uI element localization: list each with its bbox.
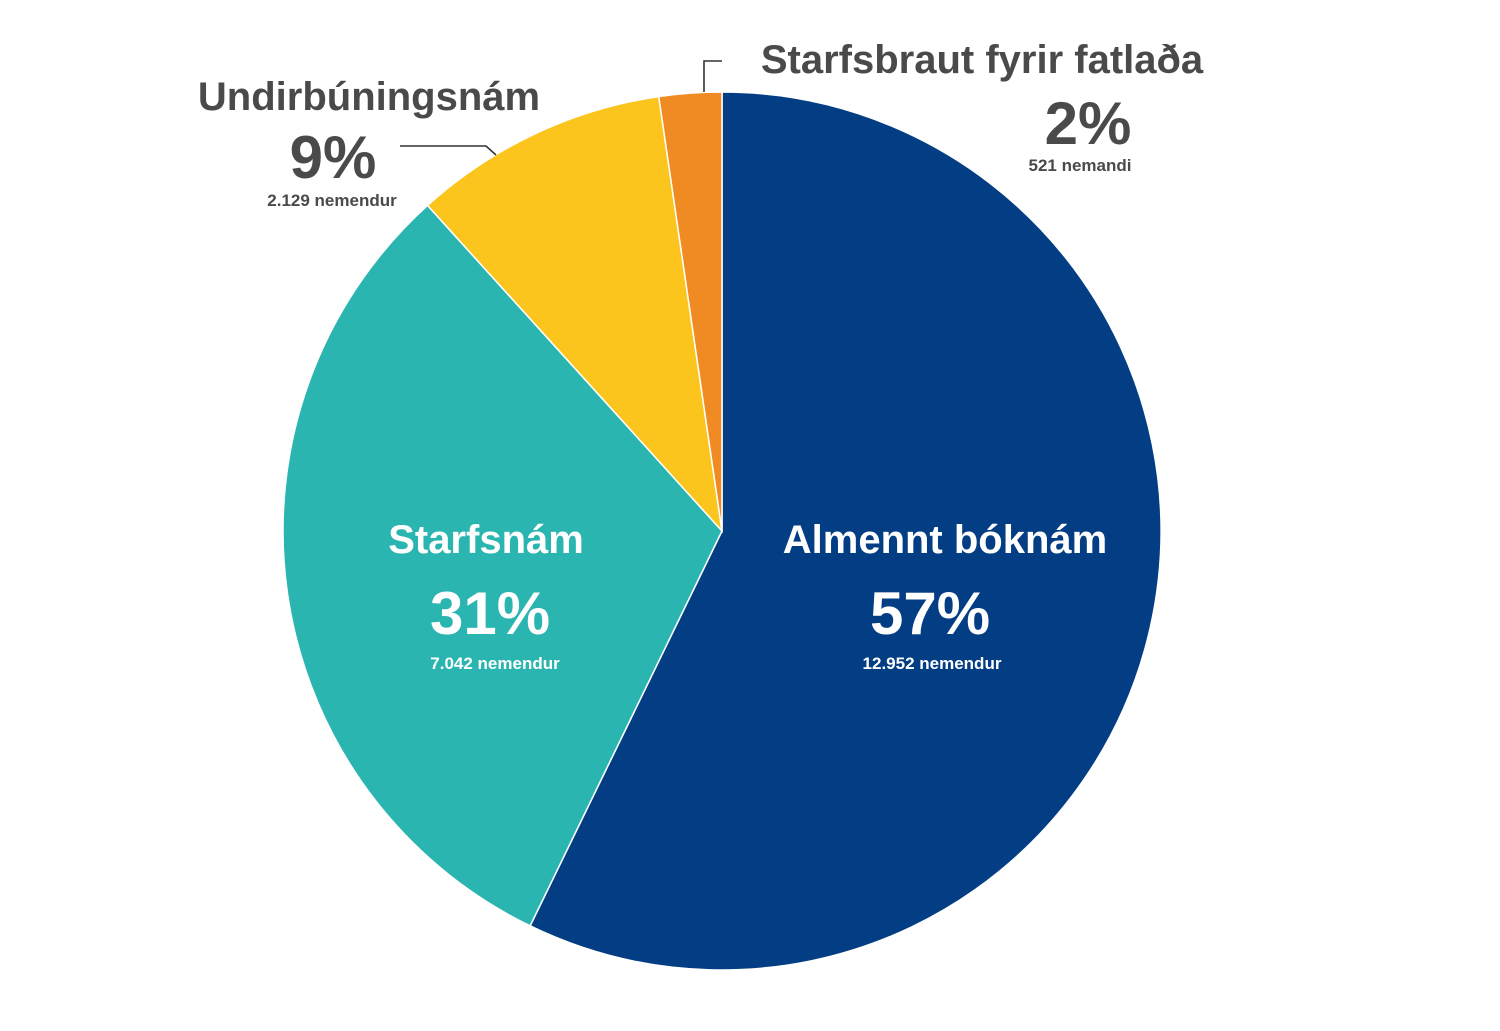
label-undirbuningsnam: Undirbúningsnám 9% 2.129 nemendur — [198, 75, 540, 210]
slice-name-label: Starfsnám — [388, 518, 584, 562]
slice-percent-label: 31% — [430, 580, 550, 647]
slice-count-label: 521 nemandi — [1029, 156, 1132, 175]
pie-slice-1 — [282, 204, 723, 927]
slice-percent-label: 9% — [290, 124, 377, 191]
label-almennt-boknam: Almennt bóknám 57% 12.952 nemendur — [783, 518, 1107, 673]
leader-line-undirbuningsnam — [400, 145, 497, 156]
slice-name-label: Starfsbraut fyrir fatlaða — [761, 38, 1204, 82]
label-starfsbraut-fyrir-fatlada: Starfsbraut fyrir fatlaða 2% 521 nemandi — [761, 38, 1204, 175]
slice-count-label: 2.129 nemendur — [267, 191, 397, 210]
slice-count-label: 7.042 nemendur — [430, 654, 560, 673]
slice-count-label: 12.952 nemendur — [863, 654, 1002, 673]
pie-slices — [282, 91, 1162, 971]
leader-line-starfsbraut — [703, 60, 722, 92]
slice-name-label: Undirbúningsnám — [198, 75, 540, 119]
slice-percent-label: 2% — [1045, 90, 1132, 157]
pie-slice-2 — [426, 95, 724, 534]
slice-name-label: Almennt bóknám — [783, 518, 1107, 562]
label-starfsnam: Starfsnám 31% 7.042 nemendur — [388, 518, 584, 673]
slice-percent-label: 57% — [870, 580, 990, 647]
pie-slice-0 — [529, 91, 1162, 971]
pie-slice-3 — [657, 91, 723, 532]
